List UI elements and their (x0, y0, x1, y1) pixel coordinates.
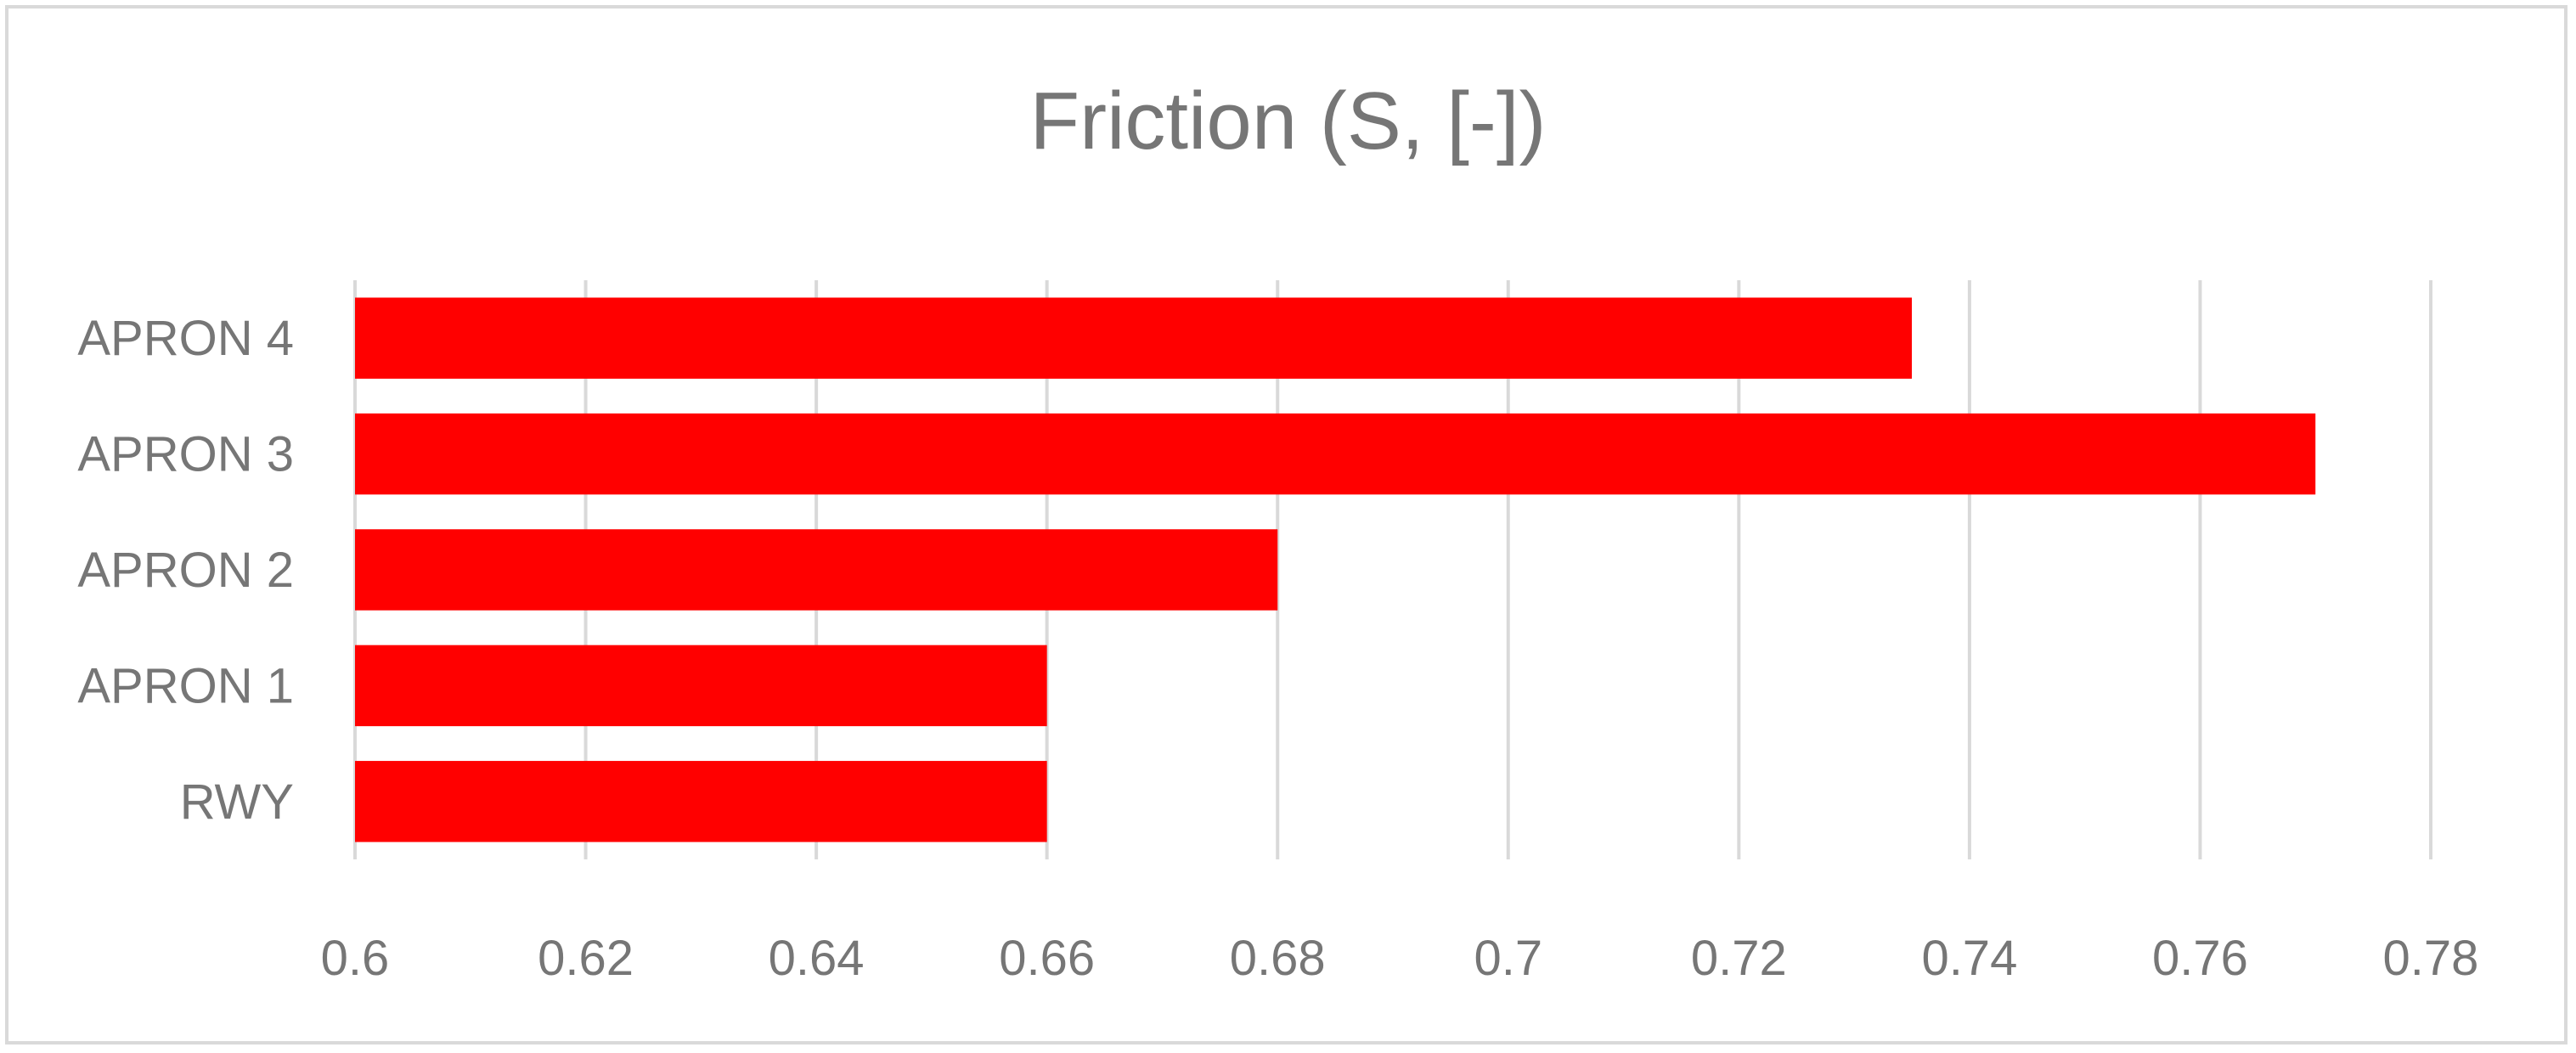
category-label-apron-3: APRON 3 (77, 427, 294, 482)
chart-title: Friction (S, [-]) (1029, 76, 1547, 166)
bar-apron-3 (355, 413, 2316, 495)
x-tick-label-2: 0.64 (769, 931, 865, 986)
category-label-apron-4: APRON 4 (77, 311, 294, 366)
x-tick-label-1: 0.62 (538, 931, 634, 986)
x-tick-label-6: 0.72 (1691, 931, 1787, 986)
bar-apron-4 (355, 297, 1912, 379)
x-tick-label-4: 0.68 (1230, 931, 1326, 986)
category-label-rwy: RWY (180, 774, 294, 830)
x-tick-label-3: 0.66 (999, 931, 1095, 986)
category-label-apron-2: APRON 2 (77, 543, 294, 598)
x-tick-label-0: 0.6 (321, 931, 390, 986)
x-tick-label-7: 0.74 (1921, 931, 2017, 986)
chart-frame (5, 5, 2568, 1045)
bar-apron-2 (355, 529, 1278, 611)
x-tick-label-5: 0.7 (1474, 931, 1542, 986)
x-tick-label-9: 0.78 (2383, 931, 2479, 986)
category-label-apron-1: APRON 1 (77, 658, 294, 713)
bar-apron-1 (355, 645, 1047, 727)
bar-rwy (355, 761, 1047, 842)
x-tick-label-8: 0.76 (2152, 931, 2248, 986)
